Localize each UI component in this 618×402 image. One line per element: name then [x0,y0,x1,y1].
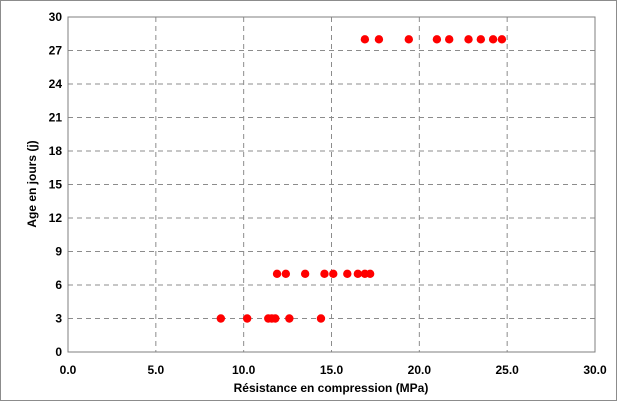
x-tick-label: 5.0 [147,363,164,377]
y-tick-label: 12 [49,211,63,225]
y-axis-title: Age en jours (j) [25,140,39,227]
data-point [365,269,375,279]
x-axis-title: Résistance en compression (MPa) [234,381,429,395]
y-tick-label: 9 [55,245,62,259]
x-tick-label: 30.0 [583,363,607,377]
y-tick-label: 0 [55,345,62,359]
y-tick-label: 30 [49,10,63,24]
data-point [285,314,294,323]
data-point [374,35,384,44]
data-point [329,269,338,279]
data-point [281,269,291,279]
data-point [316,314,326,323]
data-point [343,269,352,279]
y-tick-label: 18 [49,144,63,158]
grid-lines [68,17,595,352]
x-tick-label: 10.0 [232,363,256,377]
data-point [272,269,282,279]
data-point [353,269,363,279]
y-tick-label: 3 [55,312,62,326]
plot-area-border [67,16,596,353]
data-point [497,35,507,44]
data-point [488,35,498,44]
x-tick-label: 15.0 [320,363,344,377]
tick-labels: 0.0 5.0 10.0 15.0 20.0 25.0 30.0 0 3 6 9 12 15 18 21 24… [49,10,607,377]
data-point [360,35,370,44]
data-point [476,35,486,44]
data-point [242,314,252,323]
data-point [444,35,454,44]
data-point [300,269,310,279]
x-tick-label: 25.0 [495,363,519,377]
data-point [404,35,413,44]
data-point [464,35,473,44]
x-tick-label: 20.0 [408,363,432,377]
y-tick-label: 21 [49,111,63,125]
data-point [216,314,226,323]
y-tick-label: 15 [49,178,63,192]
data-point [432,35,442,44]
data-points [216,35,507,323]
x-tick-label: 0.0 [60,363,77,377]
data-point [320,269,329,279]
y-tick-label: 24 [49,77,63,91]
data-point [271,314,280,323]
y-tick-label: 6 [55,278,62,292]
y-tick-label: 27 [49,44,63,58]
